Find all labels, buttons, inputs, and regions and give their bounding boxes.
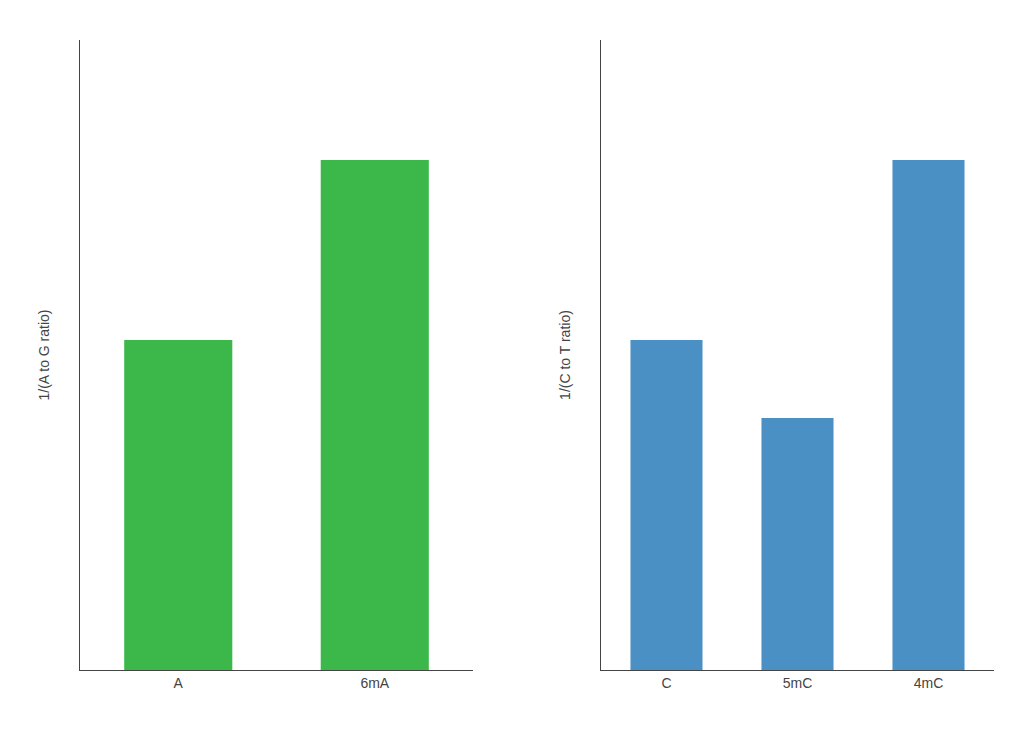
svg-text:6mA: 6mA xyxy=(360,675,389,691)
svg-text:5mC: 5mC xyxy=(783,675,813,691)
svg-text:4mC: 4mC xyxy=(914,675,944,691)
svg-text:1/(C to T ratio): 1/(C to T ratio) xyxy=(557,310,573,400)
svg-text:A: A xyxy=(174,675,184,691)
svg-text:C: C xyxy=(661,675,671,691)
svg-text:1/(A to G ratio): 1/(A to G ratio) xyxy=(36,309,52,400)
